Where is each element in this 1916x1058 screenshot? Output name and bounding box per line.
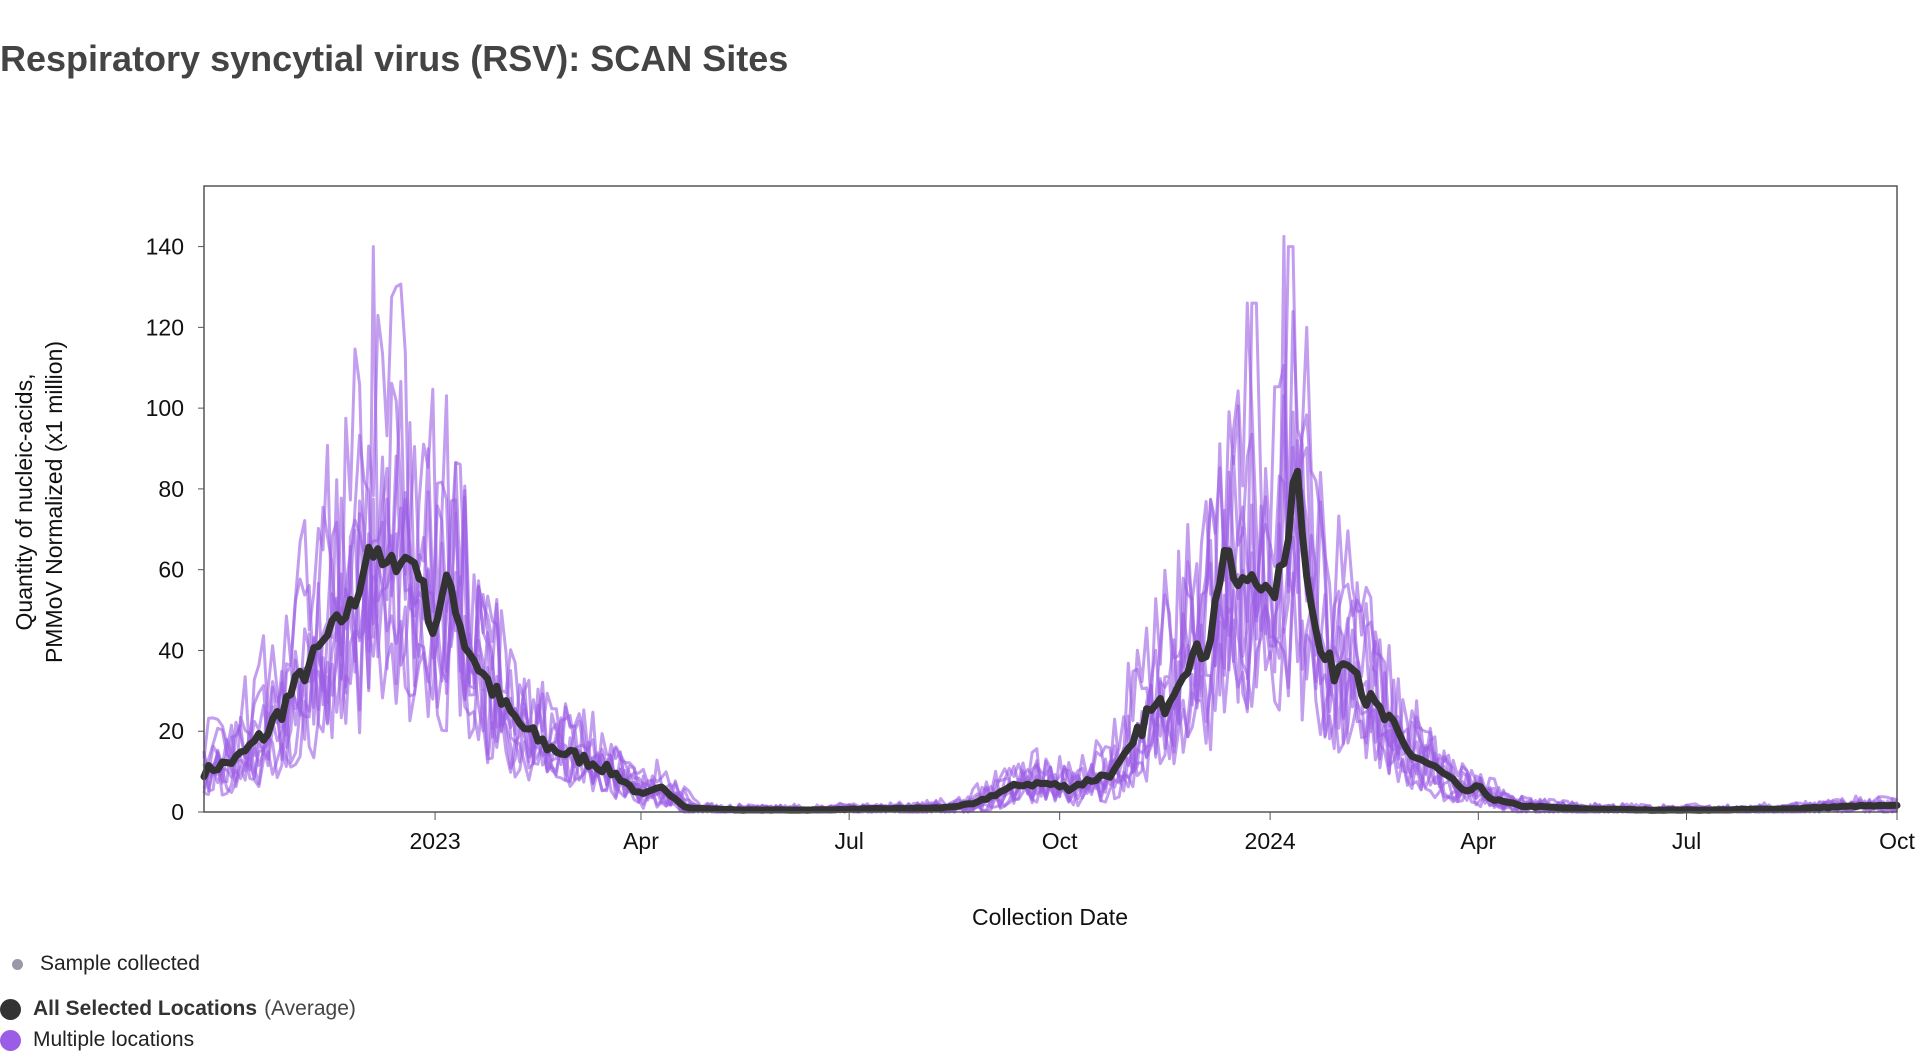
location-line (202, 282, 1899, 814)
x-tick-label: 2023 (409, 828, 460, 854)
y-axis-title-line-2: PMMoV Normalized (x1 million) (41, 341, 67, 663)
y-tick-label: 0 (171, 799, 184, 825)
x-tick-label: Jul (1672, 828, 1701, 854)
legend-average[interactable]: All Selected Locations (Average) (0, 997, 356, 1021)
x-tick-label: Jul (834, 828, 863, 854)
y-tick-label: 40 (158, 637, 184, 663)
y-tick-label: 140 (146, 234, 184, 260)
x-tick-label: Apr (1460, 828, 1496, 854)
x-tick-label: Apr (623, 828, 659, 854)
average-line (200, 467, 1901, 814)
x-axis-ticks: 2023 Apr Jul Oct 2024 Apr Jul Oct (409, 812, 1915, 854)
legend-average-suffix: (Average) (264, 997, 356, 1020)
location-lines (202, 234, 1899, 814)
page-title: Respiratory syncytial virus (RSV): SCAN … (0, 38, 789, 79)
plot-frame (203, 185, 1898, 813)
y-tick-label: 100 (146, 395, 184, 421)
legend-sample: Sample collected (0, 952, 200, 976)
locations-dot-icon (0, 1029, 21, 1051)
y-tick-label: 120 (146, 314, 184, 340)
legend-locations[interactable]: Multiple locations (0, 1028, 194, 1052)
y-tick-label: 20 (158, 718, 184, 744)
y-axis-title: Quantity of nucleic-acids, PMMoV Normali… (11, 341, 67, 663)
x-tick-label: Oct (1042, 828, 1078, 854)
legend-average-label: All Selected Locations (33, 997, 258, 1020)
y-tick-label: 60 (158, 557, 184, 583)
legend-locations-label: Multiple locations (33, 1028, 195, 1051)
average-dot-icon (0, 998, 21, 1020)
y-tick-label: 80 (158, 476, 184, 502)
sample-dot-icon (12, 958, 23, 970)
legend-sample-label: Sample collected (40, 952, 200, 975)
x-axis-title: Collection Date (972, 904, 1128, 930)
y-axis-ticks: 0 20 40 60 80 100 120 140 (146, 234, 204, 825)
x-tick-label: Oct (1879, 828, 1915, 854)
x-tick-label: 2024 (1245, 828, 1296, 854)
y-axis-title-line-1: Quantity of nucleic-acids, (11, 374, 37, 631)
